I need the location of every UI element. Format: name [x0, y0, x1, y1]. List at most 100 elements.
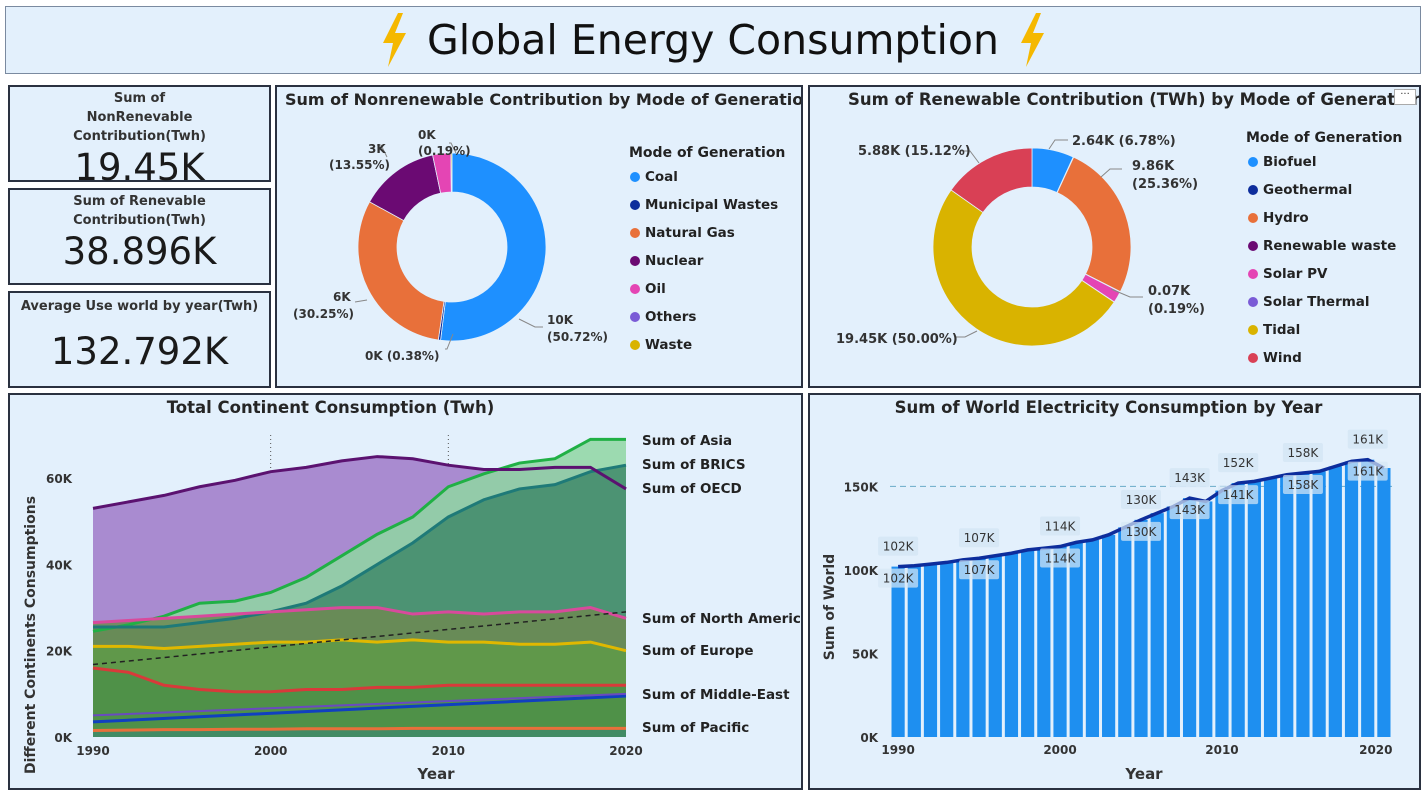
kpi-card-renewable[interactable]: Sum of Renevable Contribution(Twh) 38.89… [8, 188, 271, 285]
bar-2015[interactable] [1296, 473, 1310, 737]
donut-slice-hydro[interactable] [1056, 156, 1132, 293]
world-bar-panel[interactable]: Sum of World Electricity Consumption by … [808, 393, 1421, 790]
bar-2010[interactable] [1215, 490, 1229, 737]
bar-1995[interactable] [972, 558, 986, 737]
legend-item[interactable]: Geothermal [1263, 182, 1352, 198]
legend-item[interactable]: Renewable waste [1263, 238, 1396, 254]
bar-1991[interactable] [907, 565, 921, 737]
bar-2001[interactable] [1069, 542, 1083, 737]
legend-item[interactable]: Tidal [1263, 322, 1300, 338]
legend-item[interactable]: Wind [1263, 350, 1302, 366]
y-axis-label: Sum of World [822, 554, 838, 660]
donut-slice-tidal[interactable] [932, 189, 1115, 347]
continent-area-panel[interactable]: Total Continent Consumption (Twh) 0K 20K 4… [8, 393, 803, 790]
kpi-card-nonrenewable[interactable]: Sum of NonRenevable Contribution(Twh) 19… [8, 85, 271, 189]
series-line-sum-of-north-america[interactable] [92, 606, 627, 625]
bar-2002[interactable] [1085, 539, 1100, 737]
legend-item[interactable]: Municipal Wastes [645, 197, 778, 213]
bar-1998[interactable] [1021, 549, 1035, 737]
legend-item[interactable]: Others [645, 309, 696, 325]
bar-2016[interactable] [1312, 471, 1326, 737]
bar-1993[interactable] [940, 562, 954, 737]
legend-marker [630, 312, 640, 322]
data-label-bg [1347, 429, 1388, 449]
bar-2003[interactable] [1102, 534, 1116, 737]
legend-item[interactable]: Biofuel [1263, 154, 1316, 170]
bar-2014[interactable] [1280, 474, 1294, 737]
legend[interactable]: Biofuel Geothermal Hydro Renewable waste Sol… [1248, 154, 1396, 366]
legend-item[interactable]: Natural Gas [645, 225, 735, 241]
donut-slice-coal[interactable] [440, 152, 547, 342]
bar-2018[interactable] [1344, 461, 1359, 737]
series-line-sum-of-oecd[interactable] [92, 455, 627, 510]
more-options-button[interactable]: ··· [1394, 89, 1416, 105]
legend[interactable]: Coal Municipal Wastes Natural Gas Nuclear Oi… [630, 169, 778, 353]
legend-item[interactable]: Nuclear [645, 253, 704, 269]
series-line-extra [92, 694, 627, 724]
legend-item[interactable]: Solar Thermal [1263, 294, 1370, 310]
legend-item[interactable]: Hydro [1263, 210, 1309, 226]
series-label: Sum of Asia [642, 433, 732, 449]
series-line-sum-of-europe[interactable] [93, 638, 627, 653]
data-label: 102K [883, 572, 915, 586]
donut-label: 0K (0.38%) [365, 349, 439, 363]
x-tick-label: 2010 [1205, 743, 1238, 757]
nonrenewable-donut-panel[interactable]: Sum of Nonrenewable Contribution by Mode… [275, 85, 803, 388]
x-tick-label: 1990 [76, 744, 109, 758]
donut-slice-natural-gas[interactable] [357, 201, 445, 341]
donut-label: (50.72%) [547, 330, 608, 344]
data-label-bg [1040, 516, 1081, 536]
legend-item[interactable]: Solar PV [1263, 266, 1328, 282]
y-tick-label: 0K [54, 731, 72, 745]
series-line-sum-of-middle-east[interactable] [92, 666, 626, 694]
bar-2020[interactable] [1377, 468, 1391, 737]
y-axis-label: Different Continents Consumptions [23, 496, 39, 774]
legend-marker [630, 172, 640, 182]
kpi-card-average[interactable]: Average Use world by year(Twh) 132.792K [8, 291, 271, 388]
x-tick-label: 2010 [432, 744, 465, 758]
series-label: Sum of North America [642, 611, 801, 627]
renewable-donut-chart: 2.64K (6.78%) 9.86K (25.36%) 0.07K (0.19… [836, 130, 1402, 366]
bar-2009[interactable] [1199, 501, 1213, 737]
bar-2012[interactable] [1247, 481, 1261, 737]
bar-2013[interactable] [1263, 478, 1278, 737]
bar-2011[interactable] [1231, 483, 1245, 737]
legend-item[interactable]: Waste [645, 337, 692, 353]
lightning-icon [1020, 13, 1044, 67]
legend-item[interactable]: Coal [645, 169, 678, 185]
data-label: 161K [1352, 433, 1384, 447]
bar-2004[interactable] [1118, 527, 1132, 737]
continent-area-chart: 0K 20K 40K 60K 1990 2000 2010 2020 Sum of Asia S… [23, 433, 801, 783]
series-label: Sum of Middle-East [642, 687, 790, 703]
data-label-bg [1040, 548, 1081, 568]
donut-label: 2.64K (6.78%) [1072, 134, 1176, 149]
data-label: 143K [1174, 471, 1206, 485]
x-tick-label: 2020 [609, 744, 642, 758]
data-label: 143K [1174, 503, 1206, 517]
bar-1999[interactable] [1037, 548, 1051, 737]
bar-2017[interactable] [1328, 466, 1342, 737]
donut-slice-waste[interactable] [450, 152, 453, 193]
legend-item[interactable]: Oil [645, 281, 666, 297]
bar-2000[interactable] [1053, 546, 1067, 737]
donut-slice-wind[interactable] [950, 147, 1033, 213]
bar-2019[interactable] [1361, 459, 1375, 737]
data-label-bg [1169, 468, 1210, 488]
bar-1996[interactable] [988, 555, 1002, 737]
bar-1992[interactable] [923, 564, 938, 737]
series-line-sum-of-asia[interactable] [92, 437, 626, 633]
series-line-sum-of-brics[interactable] [93, 463, 627, 629]
bar-2006[interactable] [1150, 513, 1164, 737]
bar-1994[interactable] [956, 559, 970, 737]
bar-2007[interactable] [1166, 506, 1180, 737]
bar-1990[interactable] [891, 566, 905, 737]
data-label-bg [959, 528, 1000, 548]
bar-2005[interactable] [1134, 519, 1148, 737]
y-tick-label: 150K [844, 480, 879, 494]
bar-1997[interactable] [1004, 553, 1019, 737]
bar-2008[interactable] [1182, 498, 1197, 737]
series-line-sum-of-pacific[interactable] [92, 726, 626, 733]
renewable-donut-panel[interactable]: Sum of Renewable Contribution (TWh) by M… [808, 85, 1421, 388]
y-tick-label: 50K [852, 647, 879, 661]
data-label: 130K [1126, 493, 1158, 507]
